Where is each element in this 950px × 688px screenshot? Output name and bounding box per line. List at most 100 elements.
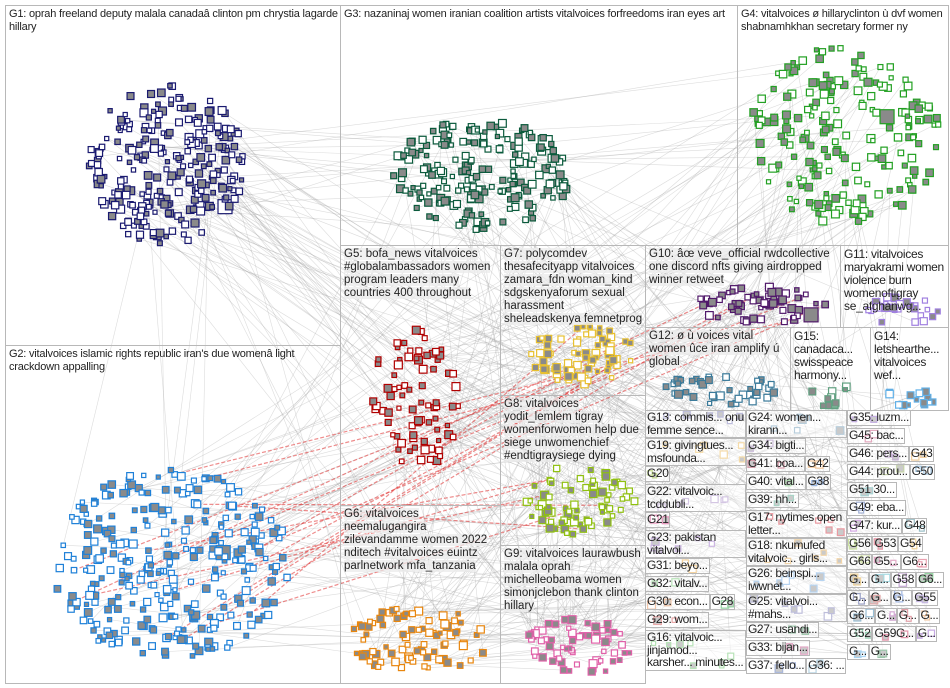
- vertex-node[interactable]: [827, 96, 835, 105]
- vertex-node[interactable]: [782, 124, 792, 134]
- vertex-node[interactable]: [127, 480, 137, 490]
- vertex-node[interactable]: [237, 545, 246, 554]
- vertex-node[interactable]: [119, 571, 126, 579]
- vertex-node[interactable]: [545, 179, 555, 189]
- vertex-node[interactable]: [117, 553, 127, 562]
- vertex-node[interactable]: [823, 195, 830, 202]
- vertex-node[interactable]: [765, 179, 772, 185]
- vertex-node[interactable]: [402, 187, 409, 194]
- vertex-node[interactable]: [804, 129, 810, 136]
- vertex-node[interactable]: [145, 547, 152, 554]
- vertex-node[interactable]: [896, 186, 904, 193]
- vertex-node[interactable]: [98, 197, 107, 206]
- vertex-node[interactable]: [98, 143, 106, 151]
- vertex-node[interactable]: [70, 566, 78, 574]
- vertex-node[interactable]: [136, 141, 143, 149]
- vertex-node[interactable]: [79, 616, 88, 625]
- vertex-node[interactable]: [813, 47, 820, 53]
- vertex-node[interactable]: [452, 156, 459, 163]
- vertex-node[interactable]: [555, 170, 565, 180]
- vertex-node[interactable]: [749, 108, 758, 117]
- vertex-node[interactable]: [139, 191, 145, 197]
- vertex-node[interactable]: [550, 195, 556, 201]
- vertex-node[interactable]: [215, 143, 223, 151]
- vertex-node[interactable]: [155, 110, 163, 119]
- vertex-node[interactable]: [837, 45, 844, 52]
- vertex-node[interactable]: [435, 184, 442, 191]
- vertex-node[interactable]: [117, 177, 125, 185]
- vertex-node[interactable]: [124, 576, 130, 582]
- vertex-node[interactable]: [426, 191, 432, 197]
- vertex-node[interactable]: [471, 139, 479, 147]
- vertex-node[interactable]: [247, 620, 256, 629]
- vertex-node[interactable]: [842, 131, 851, 140]
- vertex-node[interactable]: [272, 562, 280, 571]
- vertex-node[interactable]: [880, 146, 888, 155]
- vertex-node[interactable]: [221, 155, 231, 165]
- vertex-node[interactable]: [455, 187, 462, 194]
- vertex-node[interactable]: [110, 200, 120, 210]
- vertex-node[interactable]: [100, 637, 107, 643]
- vertex-node[interactable]: [246, 611, 253, 618]
- vertex-node[interactable]: [206, 124, 214, 133]
- vertex-node[interactable]: [90, 537, 99, 546]
- vertex-node[interactable]: [226, 483, 235, 492]
- vertex-node[interactable]: [524, 200, 534, 209]
- vertex-node[interactable]: [184, 115, 193, 124]
- vertex-node[interactable]: [418, 399, 425, 406]
- vertex-node[interactable]: [851, 58, 859, 66]
- vertex-node[interactable]: [423, 152, 430, 159]
- vertex-node[interactable]: [238, 177, 245, 183]
- vertex-node[interactable]: [851, 162, 861, 172]
- vertex-node[interactable]: [83, 531, 92, 539]
- vertex-node[interactable]: [187, 162, 194, 169]
- vertex-node[interactable]: [184, 236, 192, 245]
- vertex-node[interactable]: [193, 500, 202, 509]
- vertex-node[interactable]: [205, 646, 211, 652]
- vertex-node[interactable]: [234, 129, 242, 138]
- vertex-node[interactable]: [158, 613, 168, 623]
- vertex-node[interactable]: [775, 161, 783, 169]
- vertex-node[interactable]: [755, 121, 763, 129]
- vertex-node[interactable]: [228, 151, 236, 159]
- vertex-node[interactable]: [249, 513, 256, 520]
- vertex-node[interactable]: [828, 45, 835, 52]
- vertex-node[interactable]: [853, 86, 863, 96]
- vertex-node[interactable]: [83, 519, 93, 529]
- vertex-node[interactable]: [190, 477, 197, 484]
- vertex-node[interactable]: [137, 621, 146, 630]
- vertex-node[interactable]: [150, 502, 160, 512]
- vertex-node[interactable]: [821, 125, 830, 134]
- vertex-node[interactable]: [905, 124, 912, 131]
- vertex-node[interactable]: [174, 188, 183, 197]
- vertex-node[interactable]: [90, 500, 98, 507]
- vertex-node[interactable]: [130, 586, 138, 595]
- vertex-node[interactable]: [163, 233, 170, 240]
- vertex-node[interactable]: [756, 156, 766, 166]
- vertex-node[interactable]: [506, 205, 513, 212]
- vertex-node[interactable]: [793, 113, 803, 123]
- vertex-node[interactable]: [413, 204, 420, 212]
- vertex-node[interactable]: [932, 144, 940, 151]
- vertex-node[interactable]: [121, 190, 131, 200]
- vertex-node[interactable]: [449, 122, 457, 130]
- vertex-node[interactable]: [468, 212, 476, 219]
- vertex-node[interactable]: [283, 573, 291, 582]
- vertex-node[interactable]: [451, 382, 461, 392]
- vertex-node[interactable]: [129, 201, 136, 209]
- vertex-node[interactable]: [482, 129, 488, 135]
- vertex-node[interactable]: [840, 154, 849, 163]
- vertex-node[interactable]: [90, 627, 97, 634]
- vertex-node[interactable]: [410, 185, 416, 191]
- vertex-node[interactable]: [540, 192, 546, 199]
- vertex-node[interactable]: [419, 165, 428, 174]
- vertex-node[interactable]: [529, 214, 536, 222]
- vertex-node[interactable]: [897, 149, 905, 157]
- vertex-node[interactable]: [226, 125, 235, 134]
- vertex-node[interactable]: [806, 141, 815, 150]
- vertex-node[interactable]: [163, 550, 172, 560]
- vertex-node[interactable]: [53, 584, 62, 593]
- vertex-node[interactable]: [184, 515, 194, 525]
- vertex-node[interactable]: [107, 491, 114, 499]
- vertex-node[interactable]: [452, 199, 462, 209]
